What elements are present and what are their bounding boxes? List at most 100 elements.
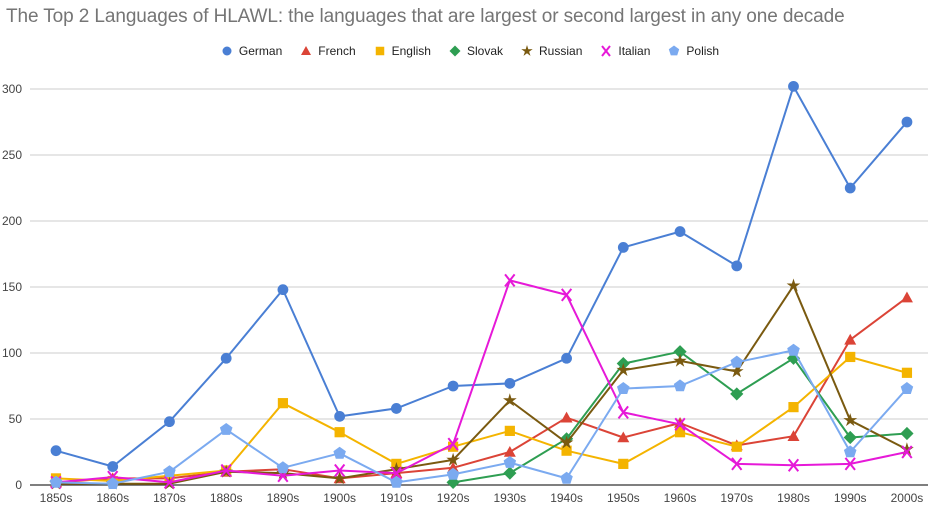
series-french <box>50 291 913 488</box>
legend-item-slovak: Slovak <box>449 44 503 58</box>
data-point <box>503 466 517 480</box>
data-point <box>673 379 687 392</box>
x-marker-icon <box>601 45 612 57</box>
data-point <box>617 405 629 420</box>
x-tick-label: 1890s <box>267 491 300 505</box>
data-point <box>561 352 572 364</box>
x-tick-label: 1940s <box>550 491 583 505</box>
x-tick-label: 1850s <box>40 491 73 505</box>
data-point <box>107 461 119 472</box>
data-point <box>334 463 346 478</box>
x-tick-labels: 1850s 1860s 1870s 1880s 1890s 1900s 1910s 1920s… <box>40 491 924 505</box>
legend-label: Russian <box>539 44 583 58</box>
data-point <box>729 364 744 378</box>
data-point <box>559 435 574 449</box>
legend-item-german: German <box>221 44 282 58</box>
data-point <box>504 377 516 389</box>
data-point <box>334 410 346 422</box>
data-point <box>560 411 573 423</box>
data-point <box>503 393 517 407</box>
y-tick-label: 150 <box>2 280 22 294</box>
chart-legend: German French English Slovak Russian Italian P… <box>0 44 936 58</box>
y-gridlines: 0 50 100 150 200 250 300 <box>2 82 928 492</box>
series-polish <box>49 343 914 489</box>
data-point <box>844 333 857 345</box>
data-point <box>731 260 743 272</box>
legend-label: German <box>238 44 283 58</box>
y-tick-label: 100 <box>2 346 22 360</box>
data-point <box>617 431 630 443</box>
circle-marker-icon <box>222 46 232 56</box>
data-point <box>616 363 631 376</box>
legend-label: French <box>318 44 356 58</box>
data-point <box>844 182 856 194</box>
data-point <box>788 402 799 413</box>
data-point <box>730 355 743 368</box>
data-point <box>787 343 800 356</box>
data-point <box>503 456 517 468</box>
data-point <box>332 471 347 485</box>
legend-label: Polish <box>686 44 720 58</box>
data-point <box>219 423 233 435</box>
data-point <box>617 242 629 253</box>
data-point <box>390 475 403 488</box>
data-point <box>786 351 801 365</box>
square-marker-icon <box>375 46 384 56</box>
data-point <box>901 116 913 128</box>
data-point <box>561 445 572 456</box>
legend-item-french: French <box>300 44 356 58</box>
data-point <box>448 441 459 452</box>
data-point <box>844 457 856 471</box>
y-tick-label: 200 <box>2 214 22 228</box>
data-point <box>447 461 460 473</box>
data-point <box>674 416 687 428</box>
data-point <box>49 475 63 488</box>
data-point <box>163 465 176 478</box>
data-point <box>787 458 800 472</box>
legend-label: Slovak <box>466 44 504 58</box>
data-point <box>164 416 175 428</box>
x-tick-label: 1860s <box>96 491 129 505</box>
data-point <box>900 442 914 456</box>
data-point <box>390 466 402 480</box>
data-point <box>673 353 687 367</box>
x-tick-label: 1880s <box>210 491 243 505</box>
chart-title: The Top 2 Languages of HLAWL: the langua… <box>6 6 845 27</box>
data-point <box>730 387 744 401</box>
data-point <box>787 430 800 441</box>
x-tick-label: 1930s <box>493 491 526 505</box>
legend-label: Italian <box>618 44 651 58</box>
data-point <box>560 288 573 302</box>
data-point <box>390 403 402 414</box>
data-point <box>447 380 459 392</box>
legend-item-english: English <box>374 44 431 58</box>
data-point <box>504 273 516 288</box>
data-point <box>617 382 630 394</box>
series-german <box>50 80 913 472</box>
x-tick-label: 2000s <box>891 491 924 505</box>
x-tick-label: 1950s <box>607 491 640 505</box>
x-tick-label: 1910s <box>380 491 413 505</box>
data-point <box>843 413 858 427</box>
data-point <box>163 475 176 489</box>
x-tick-label: 1900s <box>323 491 356 505</box>
data-point <box>106 477 119 489</box>
pentagon-marker-icon <box>669 45 680 56</box>
data-point <box>674 417 686 431</box>
data-point <box>674 226 686 237</box>
legend-item-polish: Polish <box>668 44 719 58</box>
x-tick-label: 1870s <box>153 491 186 505</box>
y-tick-label: 300 <box>2 82 22 96</box>
data-point <box>389 462 404 475</box>
data-point <box>277 398 289 409</box>
data-point <box>277 284 289 296</box>
data-point <box>843 445 857 458</box>
data-point <box>673 345 687 359</box>
data-point <box>900 426 914 441</box>
data-point <box>845 351 856 363</box>
x-tick-label: 1980s <box>777 491 810 505</box>
data-point <box>333 446 346 459</box>
data-point <box>786 278 801 292</box>
data-point <box>618 458 629 469</box>
x-tick-label: 1960s <box>664 491 697 505</box>
